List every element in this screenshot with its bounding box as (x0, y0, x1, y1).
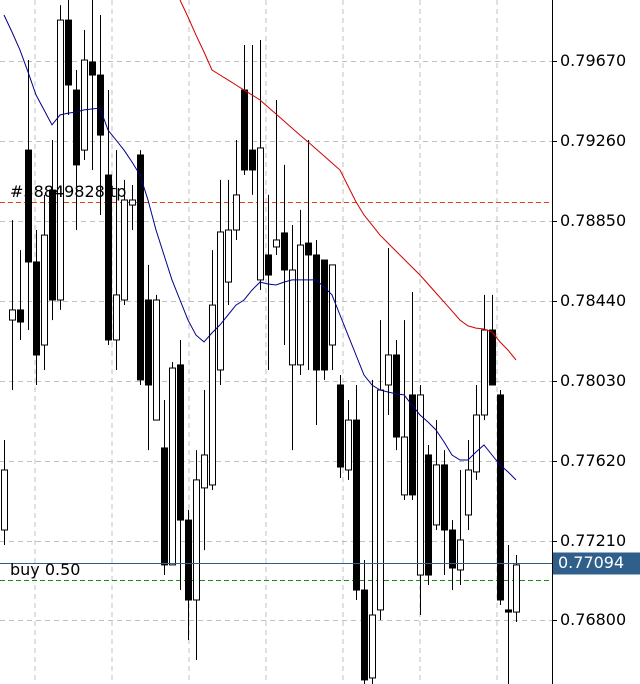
y-tick-label: 0.77210 (560, 531, 626, 550)
candle-body (17, 309, 24, 323)
y-tick-label: 0.78030 (560, 371, 626, 390)
y-tick-label: 0.78440 (560, 291, 626, 310)
candle-body (137, 154, 144, 381)
candle-body (465, 469, 472, 516)
y-tick-label: 0.79670 (560, 51, 626, 70)
bid-label-box (553, 552, 640, 575)
candle-body (217, 231, 224, 371)
candle-body (89, 61, 96, 76)
candle-body (129, 199, 136, 206)
candle-body (345, 419, 352, 471)
candle-body (497, 394, 504, 601)
candle-body (313, 254, 320, 371)
candle-body (505, 609, 512, 613)
candle-body (297, 244, 304, 366)
candle-body (409, 394, 416, 496)
moving-average (179, 0, 517, 361)
level-label: #38849828 tp (10, 182, 126, 201)
candle-body (209, 304, 216, 486)
candle-body (105, 174, 112, 341)
candle-body (1, 469, 8, 531)
candle-body (377, 389, 384, 611)
moving-average (3, 14, 517, 481)
plot-area (0, 0, 552, 684)
candle-body (169, 367, 176, 566)
candle-body (481, 329, 488, 416)
candle-body (489, 329, 496, 386)
candle-body (49, 189, 56, 301)
candle-body (9, 309, 16, 321)
candle-body (265, 254, 272, 276)
candle-body (33, 261, 40, 356)
candle-body (393, 354, 400, 438)
y-tick-label: 0.78850 (560, 211, 626, 230)
candle-body (233, 194, 240, 231)
candle-body (193, 479, 200, 601)
candle-body (289, 269, 296, 366)
candle-body (369, 614, 376, 679)
candle-body (513, 564, 520, 613)
candle-body (257, 147, 264, 281)
candle-body (73, 89, 80, 166)
candle-body (113, 294, 120, 341)
candle-body (121, 199, 128, 301)
candle-body (65, 19, 72, 86)
candle-body (273, 239, 280, 248)
candle-body (281, 232, 288, 271)
level-label: buy 0.50 (10, 560, 80, 579)
candle-body (177, 364, 184, 521)
y-tick-label: 0.76800 (560, 610, 626, 629)
candle-body (57, 19, 64, 301)
candle-body (353, 419, 360, 591)
candle-body (425, 454, 432, 576)
bid-label: 0.77094 (558, 553, 624, 572)
candle-body (145, 299, 152, 386)
candle-body (473, 414, 480, 473)
candle-body (361, 589, 368, 681)
candle-body (385, 354, 392, 386)
candle-body (417, 394, 424, 576)
candle-body (441, 464, 448, 531)
candle-body (401, 436, 408, 496)
candle-body (329, 264, 336, 346)
candle-body (249, 149, 256, 171)
candle-body (241, 89, 248, 171)
candle-body (81, 59, 88, 151)
candle-body (337, 384, 344, 468)
candle-body (153, 299, 160, 421)
candle-body (201, 454, 208, 489)
candle-body (305, 242, 312, 256)
candle-body (25, 149, 32, 263)
candle-body (97, 74, 104, 136)
candle-body (41, 234, 48, 346)
candle-body (161, 447, 168, 566)
candle-body (225, 229, 232, 283)
y-tick-label: 0.79260 (560, 131, 626, 150)
candle-body (321, 259, 328, 371)
candle-body (457, 539, 464, 571)
candle-body (449, 529, 456, 569)
candle-body (433, 464, 440, 526)
y-tick-label: 0.77620 (560, 451, 626, 470)
candle-body (185, 519, 192, 601)
